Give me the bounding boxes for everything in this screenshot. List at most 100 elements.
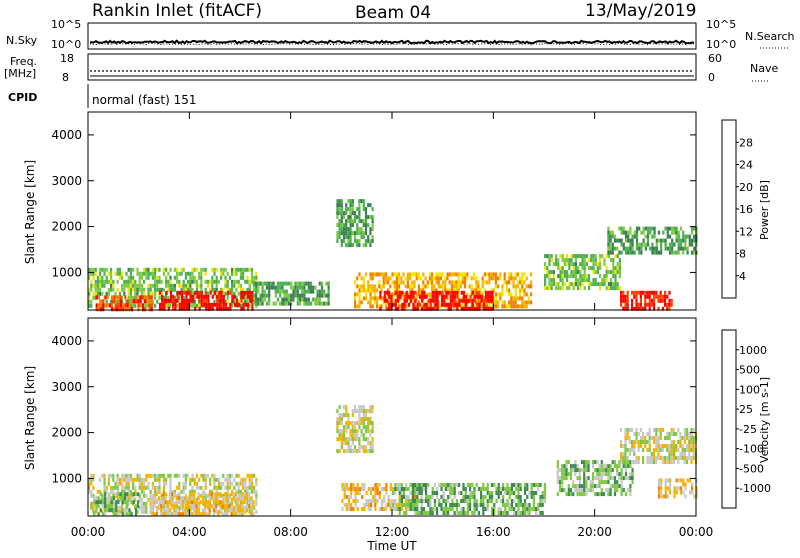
heatmap-cell-r0 — [255, 497, 258, 502]
heatmap-cell-r3 — [312, 285, 315, 290]
heatmap-cell-r3 — [252, 293, 255, 298]
heatmap-cell-r7 — [679, 456, 682, 460]
heatmap-cell-r8 — [629, 230, 632, 235]
heatmap-cell-r3 — [367, 437, 370, 442]
heatmap-cell-r4 — [396, 503, 399, 507]
heatmap-cell-r1 — [173, 492, 176, 497]
heatmap-cell-r7 — [590, 266, 593, 271]
heatmap-cell-r3 — [290, 297, 293, 302]
heatmap-cell-r5 — [524, 503, 527, 507]
colorbar-tick-label: -100 — [739, 443, 764, 456]
heatmap-cell-r5 — [369, 304, 372, 309]
heatmap-cell-r0 — [143, 291, 146, 296]
heatmap-cell-r9 — [646, 302, 649, 307]
heatmap-cell-r1 — [163, 298, 166, 303]
heatmap-cell-r5 — [420, 487, 423, 491]
heatmap-cell-r7 — [552, 282, 555, 287]
heatmap-cell-r1 — [248, 504, 251, 509]
heatmap-cell-r5 — [486, 499, 489, 503]
heatmap-cell-r0 — [253, 295, 256, 300]
heatmap-cell-r9 — [620, 298, 623, 303]
heatmap-cell-r5 — [425, 491, 428, 495]
heatmap-cell-r6 — [574, 484, 577, 489]
heatmap-cell-r0 — [149, 505, 152, 510]
heatmap-cell-r4 — [338, 231, 341, 236]
heatmap-cell-r8 — [693, 246, 696, 251]
heatmap-cell-r5 — [462, 487, 465, 491]
heatmap-cell-r0 — [233, 283, 236, 288]
heatmap-cell-r7 — [618, 262, 621, 267]
x-axis-label: Time UT — [366, 539, 417, 553]
heatmap-cell-r1 — [213, 302, 217, 307]
heatmap-cell-r9 — [631, 302, 634, 307]
heatmap-cell-r0 — [88, 299, 91, 304]
heatmap-cell-r2 — [104, 504, 107, 509]
heatmap-cell-r5 — [447, 499, 450, 503]
heatmap-cell-r1 — [241, 512, 244, 517]
heatmap-cell-r6 — [574, 464, 577, 469]
heatmap-cell-r0 — [105, 489, 108, 494]
heatmap-cell-r6 — [414, 306, 417, 311]
heatmap-cell-r6 — [405, 298, 408, 303]
heatmap-cell-r1 — [229, 290, 232, 295]
heatmap-cell-r5 — [422, 507, 425, 511]
heatmap-cell-r7 — [546, 270, 549, 275]
heatmap-cell-r3 — [369, 433, 372, 438]
heatmap-cell-r3 — [347, 413, 350, 418]
heatmap-cell-r0 — [184, 283, 187, 288]
heatmap-cell-r0 — [226, 473, 229, 478]
heatmap-cell-r5 — [482, 499, 485, 503]
heatmap-cell-r8 — [686, 250, 689, 255]
colorbar-tick-label: 500 — [739, 364, 760, 377]
heatmap-cell-r3 — [268, 297, 271, 302]
heatmap-cell-r6 — [600, 480, 603, 485]
heatmap-cell-r6 — [440, 294, 444, 299]
heatmap-cell-r4 — [338, 199, 341, 204]
heatmap-cell-r0 — [162, 271, 165, 276]
heatmap-cell-r0 — [138, 497, 141, 502]
heatmap-cell-r5 — [466, 276, 469, 281]
heatmap-cell-r5 — [517, 483, 520, 487]
heatmap-cell-r6 — [449, 302, 452, 307]
heatmap-cell-r5 — [539, 503, 542, 507]
heatmap-cell-r2 — [146, 299, 149, 304]
heatmap-cell-r0 — [136, 509, 139, 514]
heatmap-cell-r0 — [246, 299, 249, 304]
heatmap-cell-r5 — [521, 284, 524, 289]
heatmap-cell-r4 — [380, 503, 384, 507]
heatmap-cell-r8 — [644, 246, 647, 251]
heatmap-cell-r5 — [516, 284, 519, 289]
heatmap-cell-r3 — [345, 409, 348, 414]
heatmap-cell-r0 — [242, 477, 245, 482]
heatmap-cell-r1 — [222, 298, 225, 303]
heatmap-cell-r8 — [671, 238, 674, 243]
heatmap-cell-r0 — [178, 481, 181, 486]
heatmap-cell-r5 — [471, 495, 474, 499]
heatmap-cell-r5 — [466, 272, 469, 277]
heatmap-cell-r7 — [648, 428, 651, 432]
y-tick-label: 3000 — [51, 380, 82, 394]
heatmap-cell-r0 — [189, 275, 192, 280]
heatmap-cell-r5 — [492, 272, 495, 277]
heatmap-cell-r6 — [423, 294, 426, 299]
heatmap-cell-r6 — [561, 464, 564, 469]
heatmap-cell-r7 — [566, 286, 569, 291]
heatmap-cell-r5 — [486, 487, 489, 491]
heatmap-cell-r5 — [362, 280, 365, 285]
heatmap-cell-r0 — [162, 287, 165, 292]
heatmap-cell-r4 — [349, 235, 352, 240]
heatmap-cell-r3 — [268, 281, 271, 286]
heatmap-cell-r9 — [668, 306, 671, 311]
heatmap-cell-r8 — [620, 242, 623, 247]
heatmap-cell-r2 — [113, 299, 116, 304]
heatmap-cell-r5 — [477, 300, 480, 305]
heatmap-cell-r0 — [213, 477, 216, 482]
heatmap-cell-r4 — [342, 223, 346, 228]
heatmap-cell-r2 — [141, 307, 144, 312]
heatmap-cell-r1 — [158, 290, 162, 295]
heatmap-cell-r5 — [502, 495, 505, 499]
heatmap-cell-r2 — [139, 299, 142, 304]
heatmap-cell-r8 — [675, 230, 678, 235]
heatmap-cell-r5 — [483, 272, 486, 277]
heatmap-cell-r4 — [372, 487, 375, 491]
